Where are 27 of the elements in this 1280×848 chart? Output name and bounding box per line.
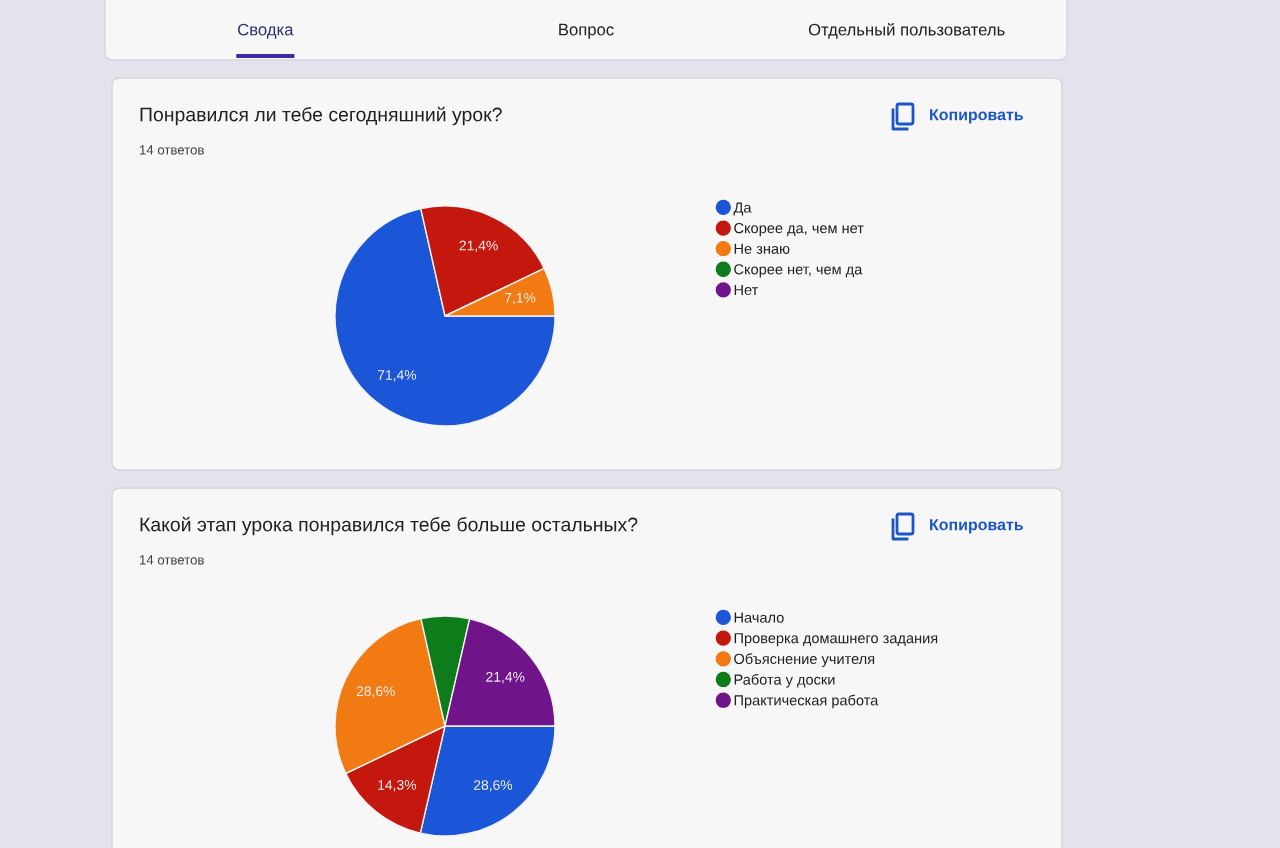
legend-label: Скорее нет, чем да (734, 264, 863, 278)
text: Копировать (930, 109, 1023, 124)
legend-label: Объяснение учителя (734, 653, 875, 667)
legend-label: Нет (734, 284, 759, 296)
legend-label: Начало (734, 612, 784, 623)
data-label: 28,6% (473, 780, 513, 792)
data-label: 14,3% (378, 779, 417, 792)
legend-label: Проверка домашнего задания (734, 633, 938, 647)
text: Вопрос (559, 23, 614, 39)
text: 14 ответов (140, 145, 204, 155)
data-label: 21,4% (486, 671, 525, 684)
data-label: 28,6% (356, 686, 395, 698)
data-label: 21,4% (459, 240, 498, 253)
legend-label: Работа у доски (734, 673, 835, 688)
chart-title: Понравился ли тебе сегодняшний урок? (140, 106, 502, 126)
text: Сводка (238, 23, 294, 39)
text: Копировать (930, 519, 1023, 534)
data-label: 71,4% (377, 370, 417, 382)
legend-label: Скорее да, чем нет (734, 222, 864, 237)
text: 14 ответов (140, 555, 204, 565)
legend-label: Да (733, 202, 752, 216)
data-label: 7,1% (504, 292, 536, 305)
legend-label: Не знаю (734, 243, 790, 254)
chart-title: Какой этап урока понравился тебе больше остальных? (140, 516, 638, 536)
text: Отдельный пользователь (808, 23, 1005, 39)
legend-label: Практическая работа (734, 694, 879, 709)
pie-slice (334, 207, 556, 427)
